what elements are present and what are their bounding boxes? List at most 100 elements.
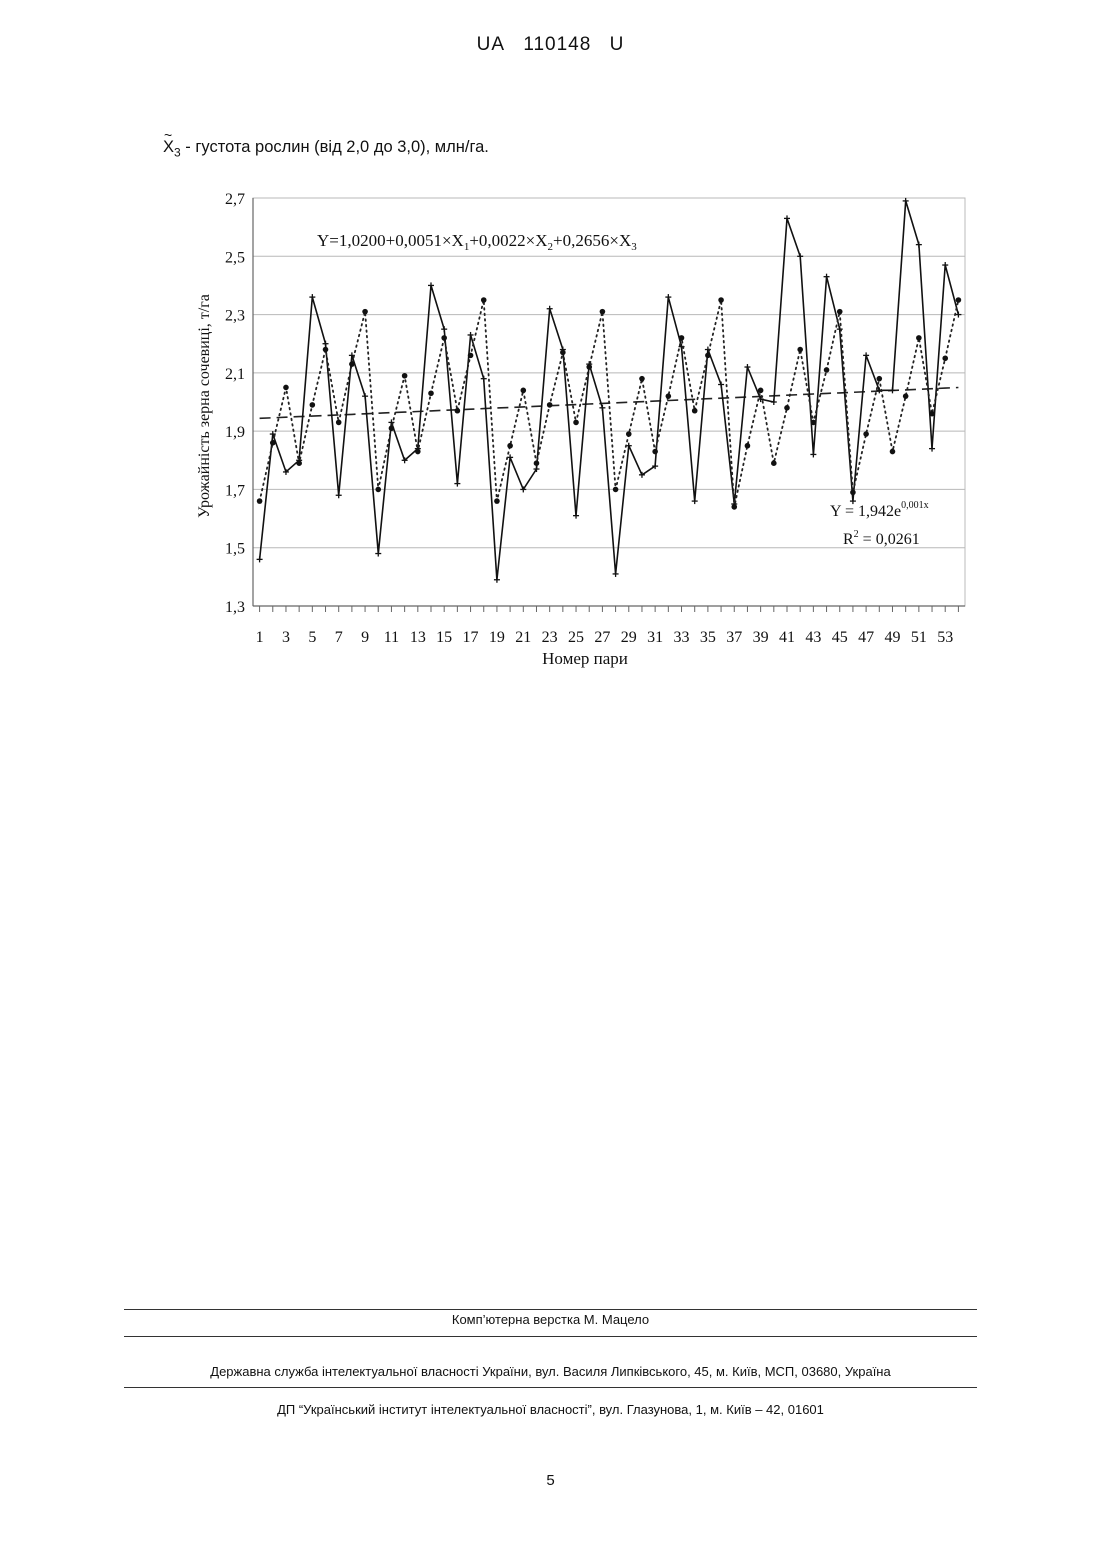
y-tick-label: 1,3 <box>225 599 245 616</box>
series-solid-point <box>494 577 500 583</box>
chart-axes <box>253 198 965 612</box>
x-tick-label: 17 <box>463 629 479 646</box>
series-dotted-point <box>876 376 882 382</box>
x-tick-label: 23 <box>542 629 558 646</box>
x-axis-title: Номер пари <box>542 649 628 668</box>
series-dotted-point <box>613 487 619 493</box>
series-dotted-point <box>811 420 817 426</box>
y-tick-label: 1,7 <box>225 482 245 499</box>
series-solid-point <box>797 253 803 259</box>
x-tick-label: 51 <box>911 629 927 646</box>
series-solid-point <box>784 215 790 221</box>
series-solid-point <box>771 399 777 405</box>
series-dotted-point <box>666 393 672 399</box>
y-tick-label: 2,5 <box>225 249 245 266</box>
series-solid-point <box>375 551 381 557</box>
patent-number: 110148 <box>523 34 591 55</box>
x-tick-label: 41 <box>779 629 795 646</box>
series-solid-point <box>468 332 474 338</box>
series-solid-point <box>309 294 315 300</box>
patent-country: UA <box>477 34 505 55</box>
series-dotted-point <box>956 297 962 303</box>
series-dotted-point <box>679 335 685 341</box>
series-dotted-line <box>260 300 959 507</box>
x-tick-label: 9 <box>361 629 369 646</box>
series-solid-point <box>547 306 553 312</box>
series-solid-point <box>257 556 263 562</box>
series-solid-point <box>744 364 750 370</box>
variable-subscript: 3 <box>174 145 181 159</box>
series-dotted-point <box>850 490 856 496</box>
x-tick-label: 29 <box>621 629 637 646</box>
patent-header: UA 110148 U <box>0 34 1101 56</box>
series-dotted-point <box>494 498 500 504</box>
series-dotted-point <box>481 297 487 303</box>
series-dotted-point <box>718 297 724 303</box>
x-tick-label: 39 <box>753 629 769 646</box>
footer-institute: ДП “Український інститут інтелектуальної… <box>0 1402 1101 1417</box>
series-dotted-point <box>890 449 896 455</box>
series-dotted-point <box>586 364 592 370</box>
tilde-mark: ~ <box>164 127 172 143</box>
x-tick-label: 15 <box>436 629 452 646</box>
series-solid-point <box>665 294 671 300</box>
series-dotted-point <box>784 405 790 411</box>
series-dotted-point <box>771 460 777 466</box>
series-dotted-point <box>336 420 342 426</box>
x-tick-label: 13 <box>410 629 426 646</box>
series-dotted-point <box>863 431 869 437</box>
series-dotted-point <box>600 309 606 315</box>
footer-layout-credit: Комп’ютерна верстка М. Мацело <box>0 1312 1101 1327</box>
series-dotted-point <box>283 385 289 391</box>
series-dotted-point <box>520 388 526 394</box>
variable-description: - густота рослин (від 2,0 до 3,0), млн/г… <box>181 138 489 156</box>
x-tick-label: 7 <box>335 629 343 646</box>
series-dotted-point <box>745 443 751 449</box>
series-dotted-point <box>942 355 948 361</box>
series-dotted-point <box>402 373 408 379</box>
trend-formula: Y = 1,942e0,001x <box>830 500 929 520</box>
series-dotted-point <box>389 425 395 431</box>
x-tick-label: 49 <box>884 629 900 646</box>
series-solid-point <box>428 282 434 288</box>
series-solid-point <box>481 376 487 382</box>
x-tick-label: 37 <box>726 629 742 646</box>
x-tick-label: 19 <box>489 629 505 646</box>
chart-equation: Y=1,0200+0,0051×X1+0,0022×X2+0,2656×X3 <box>317 231 637 253</box>
y-tick-label: 2,3 <box>225 308 245 325</box>
x-tick-label: 5 <box>308 629 316 646</box>
series-dotted-point <box>916 335 922 341</box>
series-solid-point <box>810 451 816 457</box>
series-dotted-point <box>929 411 935 417</box>
x-tick-label: 53 <box>937 629 953 646</box>
x-tick-label: 43 <box>805 629 821 646</box>
series-dotted-point <box>296 460 302 466</box>
series-dotted-point <box>349 361 355 367</box>
series-dotted-point <box>560 350 566 356</box>
series-solid-point <box>323 341 329 347</box>
series-dotted-point <box>534 460 540 466</box>
series-dotted-point <box>692 408 698 414</box>
series-dotted-point <box>468 353 474 359</box>
series-dotted-point <box>903 393 909 399</box>
series-solid-point <box>903 198 909 204</box>
series-dotted-point <box>310 402 316 408</box>
trend-r2: R2 = 0,0261 <box>843 529 920 548</box>
series-dotted-point <box>375 487 381 493</box>
yield-chart: 1,31,51,71,92,12,32,52,71357911131517192… <box>185 186 975 676</box>
x-tick-label: 47 <box>858 629 874 646</box>
series-dotted-point <box>428 390 434 396</box>
series-solid-point <box>692 498 698 504</box>
series-solid-point <box>824 274 830 280</box>
series-dotted-point <box>415 449 421 455</box>
series-dotted-point <box>323 347 329 353</box>
series-dotted-point <box>455 408 461 414</box>
series-dotted-point <box>639 376 645 382</box>
series-solid-point <box>863 352 869 358</box>
x-tick-label: 45 <box>832 629 848 646</box>
footer-divider-3 <box>124 1387 977 1388</box>
series-solid-point <box>889 387 895 393</box>
series-solid-point <box>942 262 948 268</box>
series-solid-point <box>613 571 619 577</box>
series-dotted-point <box>547 402 553 408</box>
